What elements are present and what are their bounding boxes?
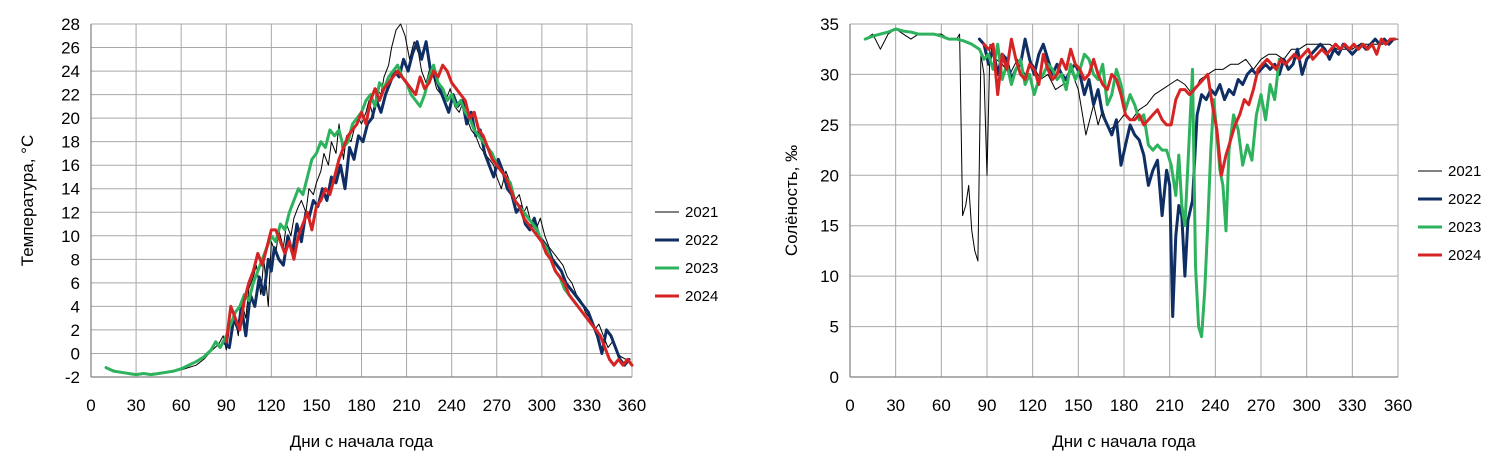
y-tick-label: 20 [820, 166, 839, 185]
x-tick-label: 270 [1247, 396, 1275, 415]
x-tick-label: 90 [217, 396, 236, 415]
y-tick-label: 0 [71, 344, 80, 363]
y-tick-label: 2 [71, 321, 80, 340]
series-line-2022 [221, 40, 631, 367]
x-tick-label: 0 [86, 396, 95, 415]
legend-label-2024: 2024 [1448, 247, 1481, 264]
y-tick-label: 12 [61, 203, 80, 222]
x-tick-label: 30 [127, 396, 146, 415]
y-tick-label: 14 [61, 180, 80, 199]
y-tick-label: 4 [71, 297, 80, 316]
x-tick-label: 360 [1384, 396, 1412, 415]
x-tick-label: 180 [347, 396, 375, 415]
legend-label-2023: 2023 [685, 260, 718, 277]
x-tick-label: 300 [528, 396, 556, 415]
x-tick-label: 150 [302, 396, 330, 415]
x-tick-label: 150 [1064, 396, 1092, 415]
y-tick-label: 16 [61, 156, 80, 175]
x-tick-label: 90 [978, 396, 997, 415]
x-tick-label: 120 [1018, 396, 1046, 415]
x-tick-label: 210 [1155, 396, 1183, 415]
x-tick-label: 330 [573, 396, 601, 415]
x-tick-label: 300 [1292, 396, 1320, 415]
y-tick-label: 35 [820, 15, 839, 34]
y-tick-label: 5 [830, 318, 839, 337]
x-axis-label: Дни с начала года [1052, 432, 1196, 451]
x-tick-label: 120 [257, 396, 285, 415]
legend-label-2022: 2022 [1448, 191, 1481, 208]
x-axis-label: Дни с начала года [290, 432, 434, 451]
x-tick-label: 270 [483, 396, 511, 415]
x-tick-label: 60 [172, 396, 191, 415]
legend-label-2023: 2023 [1448, 219, 1481, 236]
y-tick-label: 8 [71, 250, 80, 269]
y-tick-label: 26 [61, 39, 80, 58]
chart-1: 0 30 60 90 120 150 180 210 240 270 300 330 360-20246… [18, 15, 718, 451]
series-line-2024 [982, 37, 1397, 177]
y-tick-label: 24 [61, 62, 80, 81]
series-line-2023 [863, 27, 1281, 339]
legend-label-2024: 2024 [685, 288, 718, 305]
y-tick-label: 18 [61, 133, 80, 152]
chart-2: 0 30 60 90 120 150 180 210 240 270 300 330 360 0 5 10 15… [782, 15, 1481, 451]
x-tick-label: 360 [618, 396, 646, 415]
y-tick-label: 10 [61, 227, 80, 246]
y-tick-label: 15 [820, 217, 839, 236]
legend-label-2021: 2021 [1448, 163, 1481, 180]
legend-label-2022: 2022 [685, 232, 718, 249]
x-tick-label: 240 [437, 396, 465, 415]
legend: 2021 2022 2023 2024 [1418, 163, 1481, 264]
x-tick-label: 180 [1110, 396, 1138, 415]
y-tick-label: 6 [71, 274, 80, 293]
legend: 2021 2022 2023 2024 [655, 204, 718, 305]
y-tick-label: 28 [61, 15, 80, 34]
y-tick-label: 30 [820, 65, 839, 84]
y-tick-label: 25 [820, 116, 839, 135]
x-tick-label: 240 [1201, 396, 1229, 415]
legend-label-2021: 2021 [685, 204, 718, 221]
y-tick-label: 20 [61, 109, 80, 128]
y-tick-label: 10 [820, 267, 839, 286]
y-axis-label: Солёность, ‰ [782, 145, 801, 256]
y-tick-label: -2 [65, 368, 80, 387]
gridlines [90, 23, 633, 378]
y-tick-label: 22 [61, 86, 80, 105]
x-tick-label: 330 [1338, 396, 1366, 415]
series-line-2021 [105, 23, 631, 376]
x-tick-label: 60 [932, 396, 951, 415]
x-tick-label: 30 [886, 396, 905, 415]
gridlines [849, 23, 1399, 378]
series-line-2024 [224, 63, 634, 367]
x-tick-label: 0 [845, 396, 854, 415]
y-axis-label: Температура, °С [18, 135, 37, 266]
x-tick-label: 210 [392, 396, 420, 415]
series-line-2023 [104, 63, 580, 377]
y-tick-label: 0 [830, 368, 839, 387]
